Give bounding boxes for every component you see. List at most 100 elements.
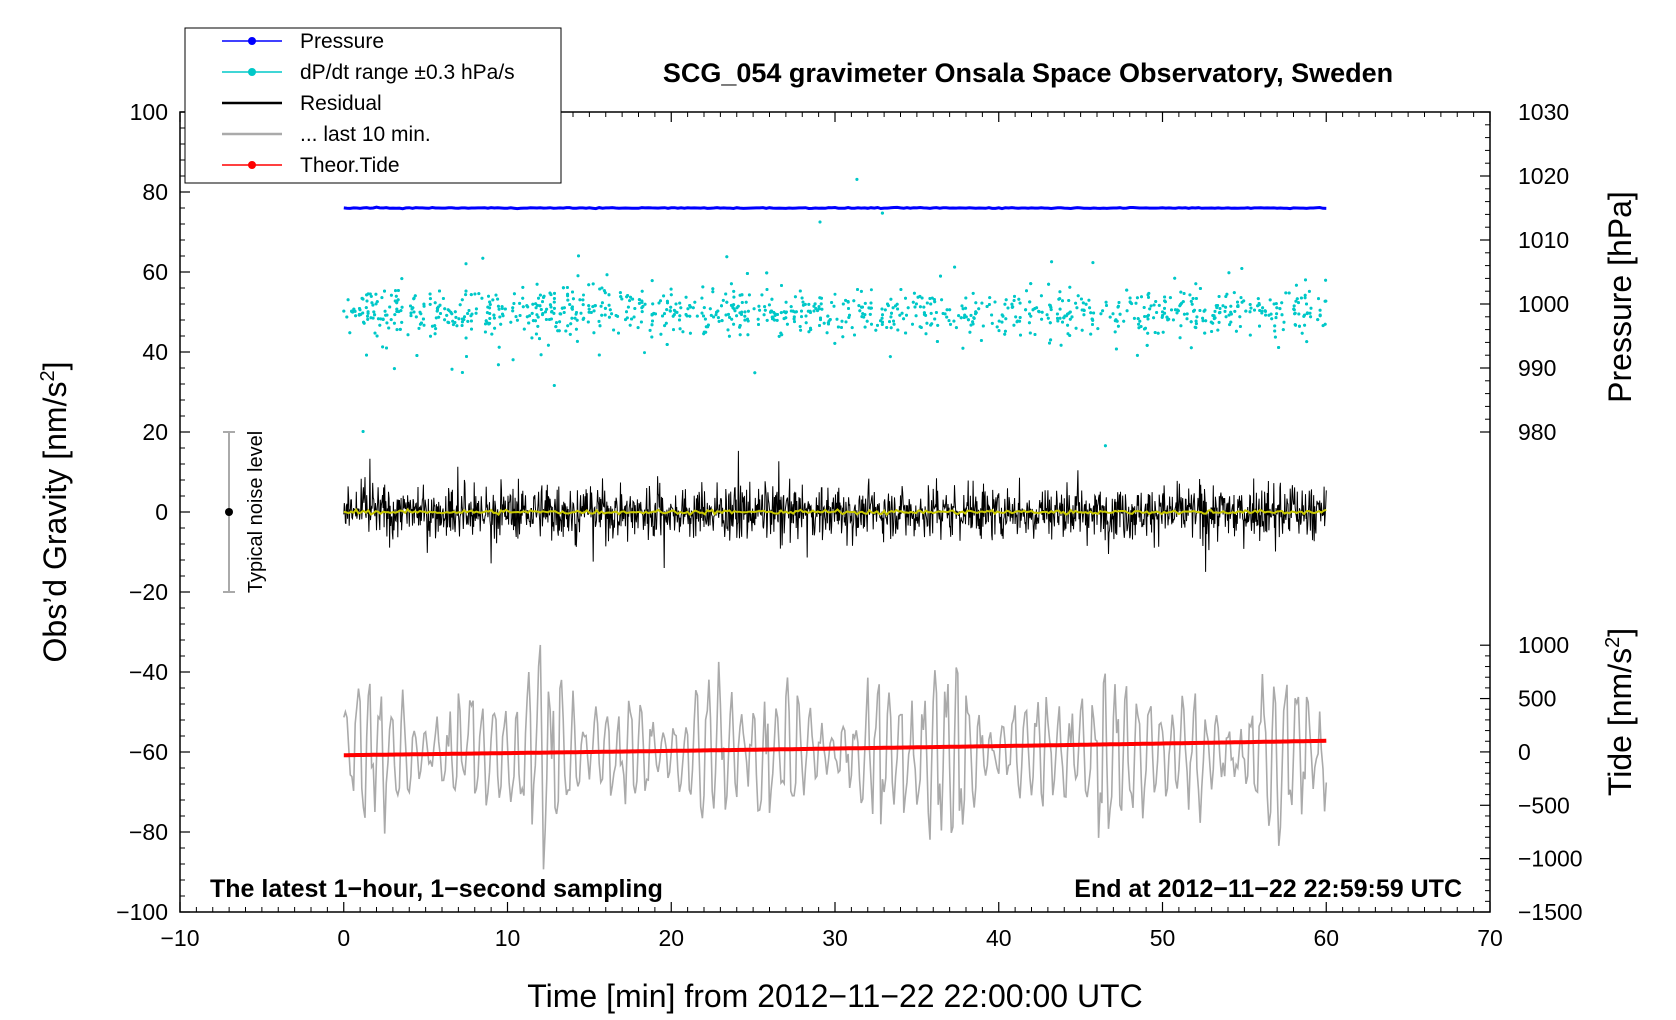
dpdt-point [966,318,970,322]
dpdt-point [629,295,632,299]
dpdt-point [419,321,423,325]
dpdt-point [1258,324,1261,328]
dpdt-point [577,254,580,258]
dpdt-point [521,296,525,300]
dpdt-point [530,311,534,315]
dpdt-point [591,305,595,309]
dpdt-point [412,310,416,314]
dpdt-point [746,309,750,313]
dpdt-point [597,319,601,323]
dpdt-point [1277,346,1281,349]
dpdt-point [886,302,889,306]
dpdt-point [833,292,837,296]
dpdt-point [1091,261,1095,265]
dpdt-point [581,303,585,307]
dpdt-point [1224,315,1228,319]
dpdt-point [497,345,501,349]
dpdt-point [598,287,602,291]
pressure-tick-label: 990 [1518,355,1556,381]
dpdt-point [598,324,602,328]
dpdt-point [566,298,570,302]
dpdt-point [746,333,750,337]
dpdt-point [735,314,739,318]
dpdt-point [850,326,854,330]
dpdt-point [1179,303,1183,306]
dpdt-point [650,323,654,327]
dpdt-point [688,314,692,318]
dpdt-point [1229,312,1233,316]
dpdt-point [904,331,908,335]
dpdt-point [971,322,975,326]
dpdt-point [1256,297,1260,301]
dpdt-point [488,317,492,320]
dpdt-point [1195,315,1199,319]
dpdt-point [437,315,441,319]
dpdt-point [918,305,922,309]
dpdt-point [1233,309,1237,313]
dpdt-point [716,316,720,320]
dpdt-point [1013,294,1016,298]
dpdt-point [531,319,535,323]
dpdt-point [809,326,812,330]
dpdt-point [861,312,865,316]
dpdt-point [1019,333,1022,337]
dpdt-point [1270,317,1274,321]
dpdt-point [559,312,563,316]
dpdt-point [640,300,644,304]
dpdt-point [922,311,926,315]
dpdt-point [466,319,470,323]
dpdt-point [579,311,583,315]
dpdt-point [747,293,751,297]
y-axis-label-sup: 2 [37,370,59,381]
dpdt-point [669,287,673,291]
dpdt-point [819,302,823,306]
dpdt-point [916,295,920,299]
dpdt-point [987,303,991,306]
dpdt-point [539,353,543,357]
dpdt-point [1232,291,1236,295]
x-tick-label: 70 [1477,925,1503,951]
dpdt-point [732,295,736,299]
dpdt-point [746,317,749,321]
dpdt-point [883,308,887,312]
dpdt-point [789,305,793,309]
dpdt-point [934,311,938,314]
dpdt-point [1236,304,1240,308]
dpdt-point [1134,301,1138,305]
dpdt-point [826,321,830,325]
dpdt-point [888,355,892,359]
dpdt-point [1148,307,1152,311]
dpdt-point [1201,319,1205,323]
dpdt-point [1324,278,1328,282]
dpdt-point [1217,311,1221,315]
dpdt-point [389,318,393,322]
dpdt-point [1165,315,1169,319]
axis-ticks: −10 0 10 20 30 40 50 60 70−100−80−60−40−20020406… [116,99,1582,951]
dpdt-point [561,286,565,290]
noise-bar-center-dot [225,508,233,516]
dpdt-point [1028,312,1031,316]
dpdt-point [961,307,965,311]
dpdt-point [581,298,585,302]
dpdt-point [589,311,593,314]
dpdt-point [801,300,805,304]
dpdt-point [1275,306,1279,310]
dpdt-point [576,274,580,278]
dpdt-point [488,300,492,304]
dpdt-point [974,311,978,315]
dpdt-point [1324,299,1328,303]
dpdt-point [856,288,859,291]
dpdt-point [700,311,704,315]
dpdt-point [464,336,468,340]
dpdt-point [361,430,365,433]
tide-tick-label: 500 [1518,686,1556,712]
dpdt-point [1006,306,1010,310]
dpdt-point [964,306,968,310]
dpdt-point [1189,346,1193,350]
dpdt-point [1113,330,1117,334]
dpdt-point [865,319,869,323]
dpdt-point [488,306,492,310]
dpdt-point [360,296,364,300]
dpdt-point [1194,319,1198,323]
dpdt-point [695,314,699,318]
